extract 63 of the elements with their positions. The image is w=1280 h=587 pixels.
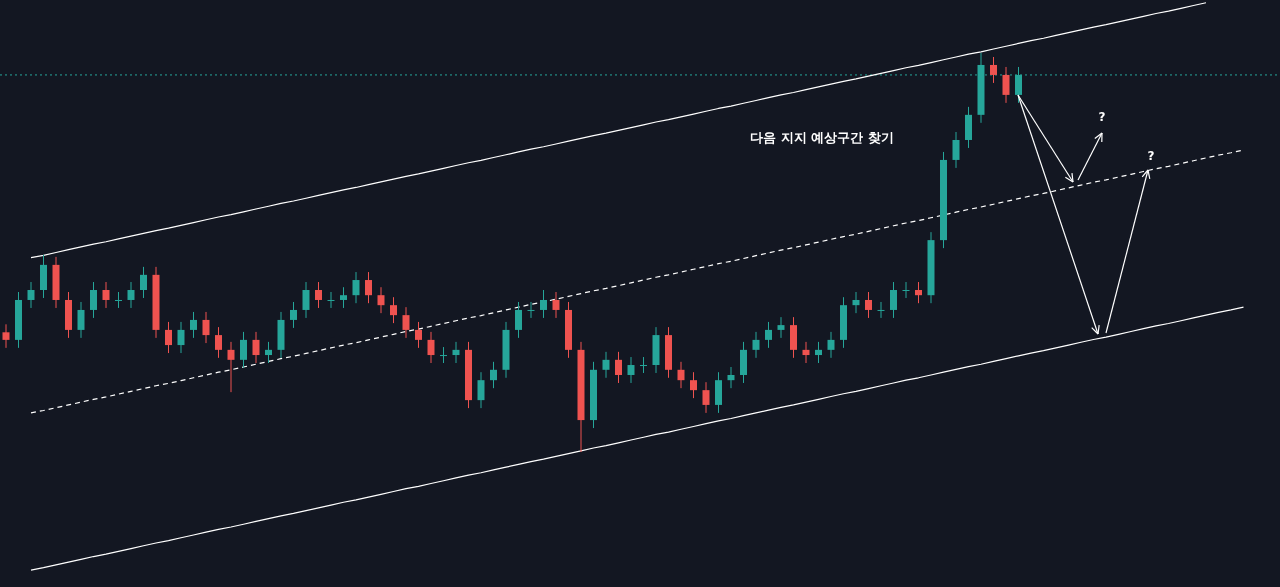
candlestick [415,321,422,349]
candlestick [27,281,35,309]
candlestick [477,371,485,409]
candlestick [890,281,897,319]
candlestick [77,301,85,339]
candlestick [227,341,235,393]
candlestick [1002,66,1010,104]
candlestick [752,331,760,359]
candlestick [490,361,497,389]
candlestick [902,281,910,299]
candlestick [427,331,435,364]
candlestick [915,281,922,304]
candlestick [102,281,110,309]
candlestick [402,306,410,339]
candlestick [615,351,622,384]
candlestick [90,281,97,319]
annotation: ? [1147,148,1155,163]
candlestick [252,331,260,364]
candlestick [827,331,835,359]
candlestick [677,361,685,389]
candlestick [190,311,197,339]
annotation: ? [1098,109,1106,124]
candlestick [877,301,885,319]
candlestick [265,341,272,364]
candlestick [140,266,147,299]
candlestick [377,286,385,314]
candlestick [302,281,310,319]
candlestick [315,281,322,309]
candlestick [777,316,785,339]
candlestick [515,301,522,339]
candlestick [115,291,122,309]
candlestick [240,331,247,369]
candlestick [127,281,135,309]
candlestick [802,341,810,364]
candlestick [640,356,647,374]
candlestick [165,321,172,354]
candlestick [2,323,10,349]
candlestick [627,356,635,384]
candlestick [215,326,222,359]
candlestick [540,289,547,319]
candlestick [702,381,710,414]
candlestick [727,366,735,389]
candlestick [990,56,997,84]
candlestick [552,291,560,319]
candlestick [602,351,610,379]
candlestick [352,271,360,304]
candlestick [527,301,535,319]
candlestick [690,371,697,399]
candlestick [177,321,185,354]
candlestick [340,286,347,309]
candlestick [765,321,772,349]
candlestick [852,291,860,314]
candlestick [952,131,960,169]
candlestick [865,291,872,319]
candlestick [452,341,460,364]
candlestick [390,296,397,324]
candlestick [290,301,297,329]
candlestick [815,341,822,364]
candlestick [327,291,335,309]
candlestick [365,271,372,304]
candlestick [440,346,447,364]
candlestick [202,311,210,344]
annotation: 다음 지지 예상구간 찾기 [750,129,894,145]
